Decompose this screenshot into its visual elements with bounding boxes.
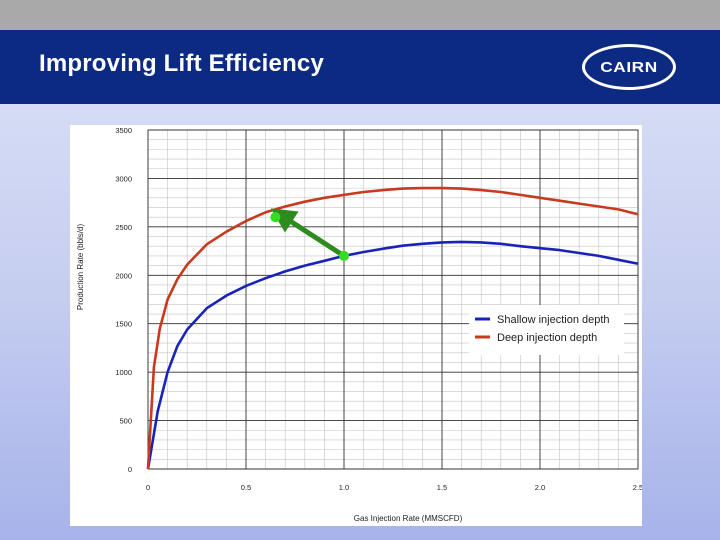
annotations: [270, 208, 349, 261]
x-tick-label: 1.5: [437, 483, 447, 492]
tick-labels: 0 0.5 1.0 1.5 2.0 2.5 0 500 1000 1500 2000 2500 3000…: [115, 126, 642, 492]
top-strip: [0, 0, 720, 30]
legend-label: Shallow injection depth: [497, 314, 610, 326]
x-axis-label: Gas Injection Rate (MMSCFD): [354, 514, 463, 523]
chart-grid: [147, 129, 639, 470]
plot-area: [147, 129, 639, 470]
y-tick-label: 3000: [115, 174, 132, 183]
slide-title: Improving Lift Efficiency: [39, 50, 325, 77]
operating-point: [339, 250, 349, 261]
cairn-logo: CAIRN: [582, 44, 676, 90]
y-tick-label: 2500: [115, 223, 132, 232]
series-lines: [146, 186, 639, 470]
x-tick-label: 0: [146, 483, 150, 492]
chart-legend: Shallow injection depth Deep injection de…: [469, 305, 624, 355]
y-tick-label: 500: [119, 417, 132, 426]
legend-label: Deep injection depth: [497, 332, 597, 344]
y-tick-label: 0: [128, 465, 132, 474]
x-tick-label: 2.0: [535, 483, 545, 492]
x-tick-label: 1.0: [339, 483, 349, 492]
y-tick-label: 1500: [115, 320, 132, 329]
series-line: [146, 186, 639, 470]
efficiency-arrow: [270, 208, 346, 259]
y-tick-label: 1000: [115, 368, 132, 377]
series-line: [146, 240, 639, 470]
x-tick-label: 0.5: [241, 483, 251, 492]
y-tick-label: 3500: [115, 126, 132, 135]
operating-point: [270, 212, 281, 223]
legend-box: [469, 305, 624, 355]
y-axis-label: Production Rate (bbls/d): [76, 224, 85, 311]
logo-text: CAIRN: [600, 58, 658, 76]
production-chart: 0 0.5 1.0 1.5 2.0 2.5 0 500 1000 1500 2000 2500 3000…: [76, 126, 642, 523]
y-tick-label: 2000: [115, 271, 132, 280]
chart-panel: 0 0.5 1.0 1.5 2.0 2.5 0 500 1000 1500 2000 2500 3000…: [70, 125, 642, 526]
x-tick-label: 2.5: [633, 483, 642, 492]
